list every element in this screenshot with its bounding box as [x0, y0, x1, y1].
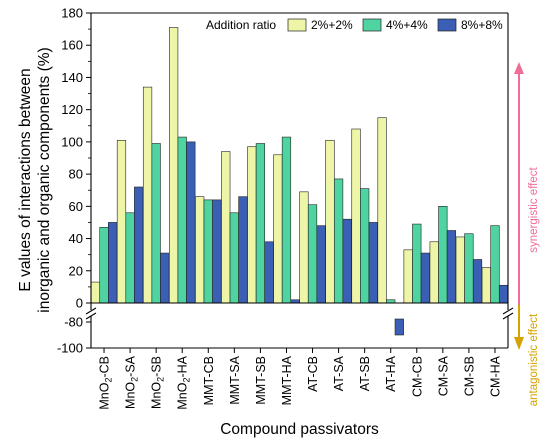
antagonistic-label: antagonistic effect — [528, 313, 540, 406]
bar — [255, 143, 266, 304]
bar — [420, 252, 430, 304]
bar — [264, 241, 274, 304]
effect-annotations: synergistic effect antagonistic effect — [514, 62, 540, 406]
bar — [325, 139, 335, 304]
synergistic-label: synergistic effect — [528, 166, 540, 252]
bar — [186, 141, 196, 304]
y-tick-label: 160 — [61, 38, 83, 53]
bar — [333, 178, 344, 304]
legend: Addition ratio 2%+2% 4%+4% 8%+8% — [206, 18, 503, 32]
bar — [490, 225, 500, 304]
bar — [368, 222, 378, 304]
bar — [351, 128, 361, 304]
labels-layer: 0 20 40 60 80 100 120 140 160 180 -80 -100 MnO2-CB Mn… — [17, 6, 503, 439]
antagonistic-arrowhead — [514, 337, 524, 350]
x-tick-label: MMT-CB — [202, 356, 216, 405]
bar — [177, 136, 187, 304]
x-tick-label: MnO2-SA — [124, 355, 140, 409]
bar — [481, 267, 491, 304]
bar — [125, 212, 135, 304]
y-tick-label: 140 — [61, 70, 83, 85]
bar — [203, 199, 213, 304]
bar — [116, 139, 127, 304]
y-tick-label: -100 — [57, 341, 83, 356]
x-tick-label: CM-SA — [436, 355, 450, 396]
frame-layer — [85, 12, 514, 353]
bar — [316, 225, 326, 304]
axis-break-mark — [85, 307, 97, 315]
bar — [281, 136, 292, 304]
x-tick-label: AT-HA — [384, 355, 398, 392]
bar — [238, 196, 248, 304]
bar — [438, 206, 448, 304]
y-tick-label: 120 — [61, 102, 83, 117]
legend-label: 4%+4% — [386, 18, 428, 32]
bar — [342, 218, 352, 304]
legend-swatch — [287, 18, 307, 32]
legend-label: 2%+2% — [311, 18, 353, 32]
bar — [273, 154, 283, 304]
y-tick-label: 80 — [69, 167, 83, 182]
x-tick-label: MnO2-SB — [150, 356, 166, 409]
legend-swatch — [362, 18, 382, 32]
x-tick-label: AT-SA — [332, 355, 346, 391]
bar — [195, 196, 205, 304]
y-tick-label: 60 — [69, 199, 83, 214]
legend-label: 8%+8% — [461, 18, 503, 32]
bar — [307, 204, 318, 304]
bar — [377, 117, 387, 304]
bar — [247, 146, 257, 304]
bar — [160, 252, 170, 304]
x-tick-label: AT-SB — [358, 356, 372, 391]
bar — [99, 226, 109, 304]
bar — [412, 223, 422, 304]
bar — [221, 151, 231, 304]
bar — [455, 236, 465, 304]
bar — [90, 281, 101, 304]
bar — [229, 212, 239, 304]
bar — [464, 233, 474, 304]
bar — [472, 259, 483, 304]
bar — [169, 27, 179, 304]
x-tick-label: CM-CB — [410, 356, 424, 397]
bar — [446, 230, 457, 304]
x-axis-title: Compound passivators — [220, 421, 379, 438]
y-tick-label: 100 — [61, 134, 83, 149]
x-tick-label: CM-SB — [462, 356, 476, 396]
bar — [394, 318, 404, 336]
x-tick-label: MnO2-HA — [176, 355, 192, 409]
bar — [403, 249, 413, 304]
bar — [212, 199, 222, 304]
bar — [498, 284, 509, 304]
x-tick-label: AT-CB — [306, 356, 320, 392]
legend-title: Addition ratio — [206, 18, 276, 32]
x-tick-label: MMT-SB — [254, 356, 268, 405]
axis-break-mark — [502, 312, 514, 320]
y-tick-label: 40 — [69, 231, 83, 246]
y-axis-title: E values of interactions between inorgani… — [17, 47, 53, 312]
x-tick-label: MMT-HA — [280, 355, 294, 405]
bar — [429, 241, 439, 304]
y-tick-label: -80 — [64, 315, 83, 330]
bar — [151, 143, 161, 304]
x-tick-label: CM-HA — [489, 355, 503, 397]
legend-swatch — [437, 18, 457, 32]
bar — [299, 191, 309, 304]
bar — [360, 188, 370, 304]
bar — [134, 186, 144, 304]
y-tick-label: 0 — [76, 296, 83, 311]
x-tick-label: MnO2-CB — [98, 356, 114, 410]
x-tick-label: MMT-SA — [228, 355, 242, 404]
synergistic-arrowhead — [514, 62, 524, 74]
bars-layer — [90, 27, 509, 336]
y-tick-label: 20 — [69, 263, 83, 278]
axis-break-mark — [502, 307, 514, 315]
axis-break-mark — [85, 312, 97, 320]
bar — [108, 222, 118, 304]
y-tick-label: 180 — [61, 6, 83, 21]
bar — [142, 86, 153, 304]
